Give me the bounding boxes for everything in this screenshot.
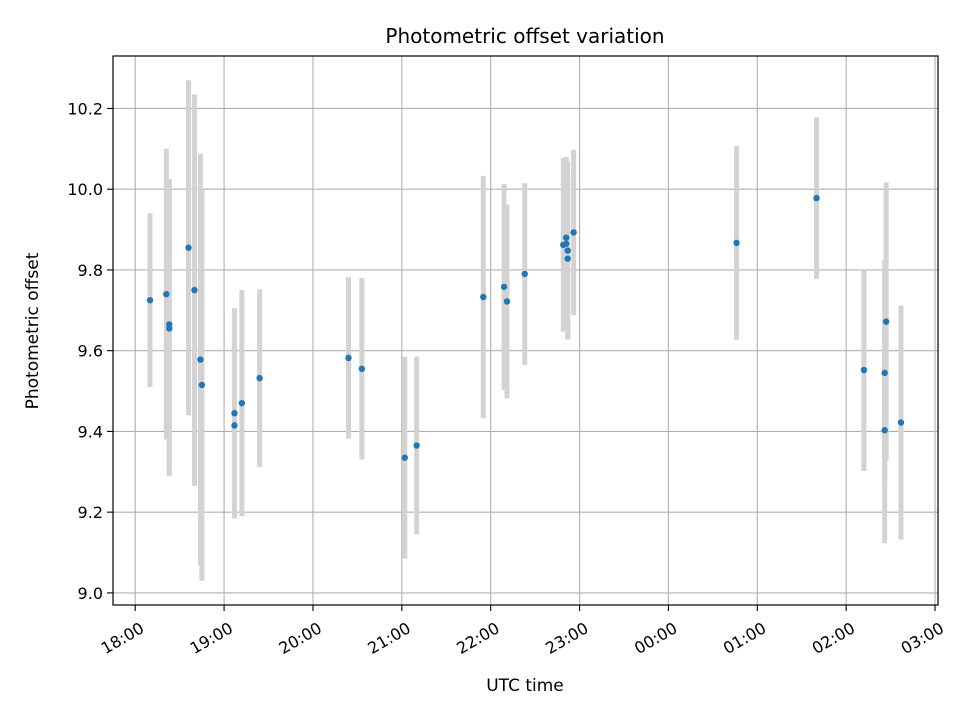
y-tick-label: 9.4 (78, 422, 103, 441)
data-point (897, 419, 905, 426)
data-point (163, 290, 170, 298)
data-points (146, 194, 905, 461)
data-point (345, 354, 352, 362)
plot-frame (112, 55, 939, 606)
chart-title: Photometric offset variation (385, 24, 664, 48)
y-tick-label: 9.2 (78, 503, 103, 522)
data-point (198, 381, 206, 389)
data-point (570, 229, 577, 236)
y-tick-label: 10.2 (67, 99, 103, 118)
data-point (733, 239, 740, 247)
data-point (238, 399, 246, 407)
data-point (231, 422, 238, 429)
y-tick-label: 9.8 (78, 261, 103, 280)
data-point (191, 286, 198, 294)
y-axis-label: Photometric offset (23, 252, 43, 409)
data-point (256, 374, 263, 382)
data-point (882, 318, 890, 325)
data-point (564, 247, 571, 254)
data-point (500, 283, 508, 291)
data-point (563, 234, 570, 241)
data-point (185, 244, 192, 251)
x-axis-label: UTC time (486, 676, 564, 696)
y-axis: 9.0 9.2 9.4 9.6 9.8 10.0 10.2 (67, 99, 113, 603)
data-point (881, 369, 888, 377)
data-point (521, 270, 528, 278)
data-point (413, 442, 420, 449)
data-point (166, 325, 173, 332)
y-tick-label: 10.0 (67, 180, 103, 199)
data-point (197, 356, 204, 363)
data-point (231, 410, 238, 417)
data-point (358, 365, 366, 373)
data-point (480, 293, 487, 301)
y-tick-label: 9.6 (78, 342, 103, 361)
data-point (564, 255, 571, 262)
data-point (503, 298, 511, 305)
data-point (813, 194, 820, 202)
data-point (146, 297, 154, 304)
data-point (401, 454, 408, 461)
data-point (860, 366, 868, 374)
data-point (881, 427, 888, 434)
data-point (563, 240, 570, 247)
y-tick-label: 9.0 (78, 584, 103, 603)
